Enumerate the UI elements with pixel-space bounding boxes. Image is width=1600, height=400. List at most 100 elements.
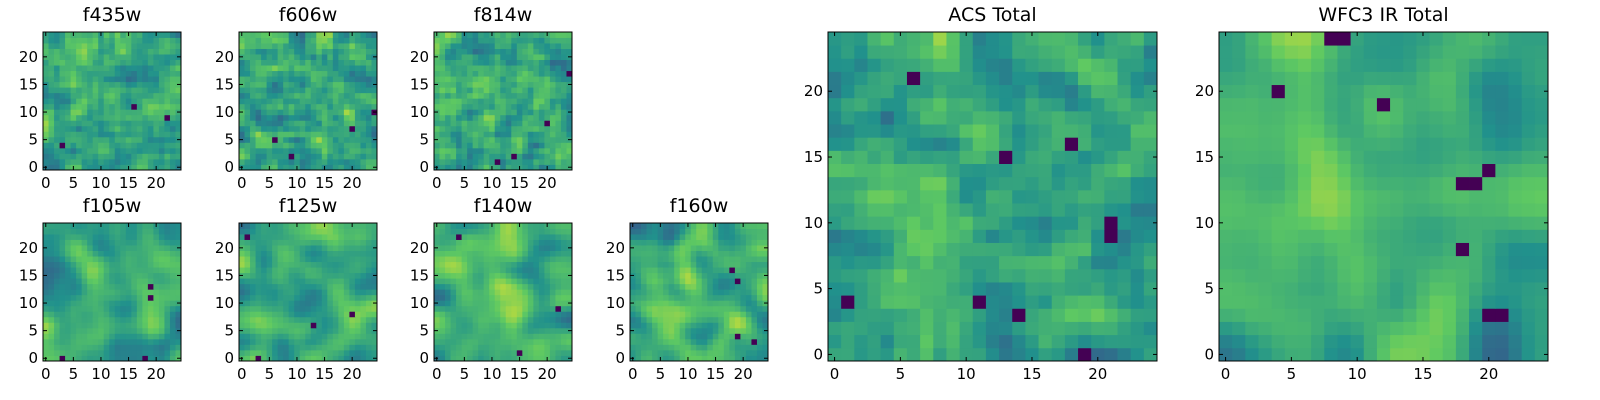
heatmap-cell <box>365 92 372 99</box>
heatmap-cell <box>354 289 361 296</box>
heatmap-cell <box>147 164 154 171</box>
heatmap-cell <box>450 59 457 66</box>
heatmap-cell <box>723 338 730 345</box>
heatmap-cell <box>657 294 664 301</box>
heatmap-cell <box>538 223 545 229</box>
heatmap-cell <box>332 48 339 55</box>
heatmap-cell <box>511 54 518 60</box>
heatmap-cell <box>999 295 1013 309</box>
heatmap-cell <box>70 125 77 132</box>
heatmap-cell <box>511 344 518 351</box>
heatmap-cell <box>338 109 345 116</box>
heatmap-cell <box>511 278 518 285</box>
heatmap-cell <box>522 81 529 88</box>
heatmap-cell <box>70 349 77 356</box>
heatmap-cell <box>239 70 245 77</box>
heatmap-cell <box>549 272 556 279</box>
heatmap-cell <box>158 37 165 44</box>
heatmap-cell <box>456 136 462 143</box>
heatmap-cell <box>332 278 339 285</box>
heatmap-cell <box>933 347 947 362</box>
heatmap-cell <box>125 344 132 351</box>
heatmap-cell <box>828 268 842 283</box>
heatmap-cell <box>500 272 507 279</box>
heatmap-cell <box>841 203 855 217</box>
heatmap-cell <box>147 142 154 149</box>
heatmap-cell <box>360 267 367 274</box>
heatmap-cell <box>489 327 496 334</box>
heatmap-cell <box>354 322 361 329</box>
heatmap-cell <box>239 338 245 345</box>
heatmap-cell <box>142 327 149 334</box>
heatmap-cell <box>450 120 457 127</box>
heatmap-cell <box>511 120 518 127</box>
heatmap-cell <box>516 136 523 143</box>
heatmap-cell <box>255 37 262 44</box>
heatmap-cell <box>538 131 545 138</box>
heatmap-cell <box>332 322 339 329</box>
heatmap-cell <box>142 147 149 154</box>
heatmap-cell <box>321 103 328 110</box>
heatmap-cell <box>142 125 149 132</box>
heatmap-cell <box>277 120 284 127</box>
heatmap-cell <box>533 48 540 55</box>
heatmap-cell <box>136 37 143 44</box>
heatmap-cell <box>158 344 165 351</box>
heatmap-cell <box>158 153 165 160</box>
heatmap-cell <box>360 48 367 55</box>
heatmap-cell <box>299 125 306 132</box>
heatmap-cell <box>544 278 551 285</box>
heatmap-cell <box>566 223 573 229</box>
heatmap-cell <box>555 65 562 72</box>
heatmap-cell <box>1104 321 1118 336</box>
heatmap-cell <box>283 250 290 257</box>
heatmap-cell <box>641 250 647 257</box>
heatmap-cell <box>544 109 551 116</box>
heatmap-cell <box>533 256 540 263</box>
heatmap-cell <box>175 305 182 312</box>
heatmap-cell <box>98 98 105 105</box>
heatmap-cell <box>467 355 474 362</box>
heatmap-cell <box>175 142 182 149</box>
heatmap-cell <box>538 311 545 318</box>
heatmap-cell <box>893 321 908 336</box>
heatmap-cell <box>48 305 55 312</box>
heatmap-cell <box>360 70 367 77</box>
heatmap-cell <box>70 250 77 257</box>
heatmap-cell <box>54 344 60 351</box>
heatmap-cell <box>489 70 496 77</box>
heatmap-cell <box>316 43 323 49</box>
heatmap-cell <box>59 81 66 88</box>
heatmap-cell <box>450 305 457 312</box>
heatmap-cell <box>131 153 138 160</box>
heatmap-cell <box>103 87 110 94</box>
heatmap-cell <box>522 234 529 240</box>
heatmap-cell <box>566 59 573 66</box>
heatmap-cell <box>250 349 256 356</box>
heatmap-cell <box>327 164 334 171</box>
heatmap-cell <box>1078 189 1092 204</box>
heatmap-cell <box>142 109 149 116</box>
heatmap-cell <box>854 163 868 178</box>
heatmap-cell <box>125 228 132 235</box>
heatmap-cell <box>76 267 83 274</box>
heatmap-cell <box>125 76 132 83</box>
heatmap-cell <box>354 54 361 60</box>
heatmap-cell <box>1012 282 1026 296</box>
heatmap-cell <box>740 239 747 246</box>
heatmap-cell <box>332 294 339 301</box>
heatmap-cell <box>972 347 987 362</box>
heatmap-cell <box>299 103 306 110</box>
heatmap-cell <box>70 278 77 285</box>
heatmap-cell <box>489 316 496 323</box>
heatmap-cell <box>630 250 636 257</box>
heatmap-cell <box>933 282 947 296</box>
heatmap-cell <box>679 305 686 312</box>
heatmap-cell <box>288 333 295 340</box>
heatmap-cell <box>54 322 60 329</box>
heatmap-cell <box>707 311 714 318</box>
heatmap-cell <box>76 81 83 88</box>
heatmap-cell <box>277 333 284 340</box>
heatmap-cell <box>712 294 719 301</box>
heatmap-cell <box>668 256 675 263</box>
